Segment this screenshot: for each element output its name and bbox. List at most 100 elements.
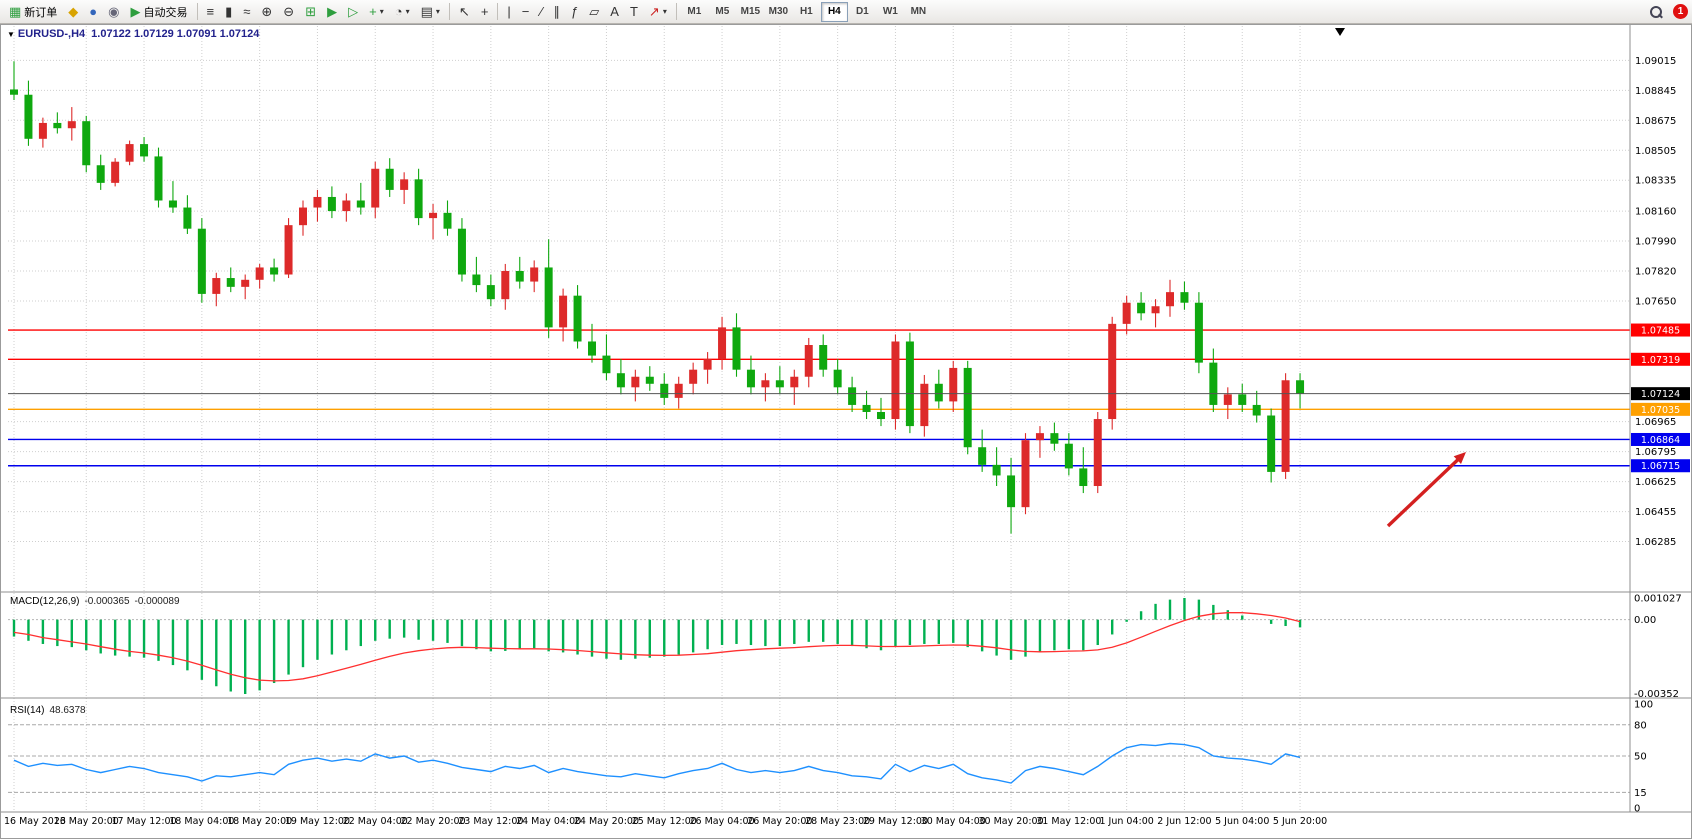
candle-body — [963, 367, 972, 448]
candle-body — [891, 341, 900, 420]
shapes-button[interactable]: ▱ — [584, 2, 604, 22]
candle-chart-button[interactable]: ▮ — [220, 2, 237, 22]
news-button[interactable]: ◉ — [103, 2, 124, 22]
svg-text:1.08335: 1.08335 — [1635, 176, 1676, 187]
text-button[interactable]: A — [605, 2, 624, 22]
timeframe-h1[interactable]: H1 — [793, 2, 820, 22]
candle-body — [472, 274, 481, 286]
bar-chart-button[interactable]: ≡ — [202, 2, 220, 22]
toolbar-separator — [448, 3, 450, 20]
arrow-annotation-head — [1453, 452, 1466, 464]
template-icon: ▤ — [420, 4, 433, 19]
trendline-button[interactable]: ∕ — [535, 2, 547, 22]
candle-body — [1021, 440, 1030, 508]
arrows-button[interactable]: ↗ ▾ — [644, 2, 672, 22]
text-label-button[interactable]: T — [625, 2, 643, 22]
arrow-annotation[interactable] — [1386, 454, 1463, 528]
candle-body — [920, 383, 929, 427]
timeframe-h4[interactable]: H4 — [820, 1, 848, 22]
tile-windows-button[interactable]: ⊞ — [300, 2, 321, 22]
svg-text:1.08160: 1.08160 — [1635, 207, 1676, 218]
candle-body — [689, 369, 698, 384]
timeframe-w1[interactable]: W1 — [877, 2, 904, 22]
new-order-button[interactable]: ▦ 新订单 — [4, 2, 62, 22]
candle-body — [212, 278, 221, 294]
timeframe-m15[interactable]: M15 — [737, 2, 764, 22]
search-button[interactable] — [1644, 2, 1668, 22]
candle-body — [270, 267, 279, 275]
current-price-badge — [1631, 387, 1690, 401]
svg-text:80: 80 — [1634, 720, 1647, 731]
candle-body — [284, 225, 293, 275]
price-badge-1.06864 — [1631, 432, 1690, 446]
svg-text:5 Jun 04:00: 5 Jun 04:00 — [1215, 816, 1269, 827]
candle-body — [327, 196, 336, 212]
timeframe-mn[interactable]: MN — [905, 2, 932, 22]
crosshair-button[interactable]: + — [476, 2, 494, 22]
svg-text:29 May 12:00: 29 May 12:00 — [863, 816, 928, 827]
toolbar-separator — [497, 3, 499, 20]
profile-icon: ● — [89, 4, 98, 19]
timeframe-d1[interactable]: D1 — [849, 2, 876, 22]
svg-text:16 May 20:00: 16 May 20:00 — [54, 816, 119, 827]
candle-body — [168, 200, 177, 208]
candle-body — [934, 383, 943, 402]
svg-text:1.07990: 1.07990 — [1635, 237, 1676, 248]
candle-body — [833, 369, 842, 388]
svg-text:5 Jun 20:00: 5 Jun 20:00 — [1273, 816, 1327, 827]
svg-text:24 May 04:00: 24 May 04:00 — [516, 816, 581, 827]
auto-scroll-button[interactable]: ▶ — [322, 2, 342, 22]
svg-text:18 May 20:00: 18 May 20:00 — [227, 816, 292, 827]
candle-body — [1238, 394, 1247, 405]
indicators-button[interactable]: + ▾ — [364, 2, 389, 22]
price-axis[interactable]: 1.09015 1.08845 1.08675 1.08505 1.08335 1.081… — [1635, 56, 1676, 548]
candle-body — [631, 376, 640, 388]
candle-body — [978, 447, 987, 465]
vertical-line-button[interactable]: | — [502, 2, 515, 22]
svg-text:0.001027: 0.001027 — [1634, 594, 1682, 605]
sound-button[interactable]: ◆ — [63, 2, 83, 22]
svg-text:0.00: 0.00 — [1634, 615, 1656, 626]
candle-body — [1194, 302, 1203, 363]
auto-trading-button[interactable]: ▶ 自动交易 — [126, 2, 193, 22]
candle-body — [674, 383, 683, 398]
svg-text:31 May 12:00: 31 May 12:00 — [1036, 816, 1101, 827]
trendline-icon: ∕ — [540, 4, 543, 19]
svg-text:1.08505: 1.08505 — [1635, 146, 1676, 157]
templates-button[interactable]: ▤ ▾ — [416, 2, 445, 22]
horizontal-line-button[interactable]: − — [517, 2, 535, 22]
candle-body — [10, 89, 18, 95]
cursor-icon: ↖ — [458, 4, 470, 19]
candle-body — [342, 200, 351, 212]
channel-button[interactable]: ∥ — [549, 2, 566, 22]
notification-badge[interactable]: 1 — [1673, 4, 1688, 19]
periods-button[interactable]: ◔ ▾ — [390, 2, 415, 22]
fibonacci-button[interactable]: ƒ — [566, 2, 583, 22]
cursor-button[interactable]: ↖ — [454, 2, 475, 22]
svg-text:25 May 12:00: 25 May 12:00 — [632, 816, 697, 827]
candle-body — [1050, 433, 1059, 444]
line-chart-button[interactable]: ≈ — [238, 2, 255, 22]
candle-body — [530, 267, 539, 282]
chart-shift-button[interactable]: ▷ — [343, 2, 363, 22]
timeframe-m30[interactable]: M30 — [765, 2, 792, 22]
timeframe-m5[interactable]: M5 — [709, 2, 736, 22]
chart-canvas[interactable]: 1.09015 1.08845 1.08675 1.08505 1.08335 1.081… — [0, 24, 1692, 840]
candle-body — [616, 373, 625, 388]
sound-icon: ◆ — [68, 4, 79, 19]
candle-body — [645, 376, 654, 384]
profile-button[interactable]: ● — [84, 2, 102, 22]
arrow-object-icon: ↗ — [648, 4, 660, 19]
chevron-down-icon: ▾ — [435, 7, 440, 16]
channel-icon: ∥ — [553, 4, 561, 19]
chart-window[interactable]: 1.09015 1.08845 1.08675 1.08505 1.08335 1.081… — [0, 24, 1692, 840]
timeframe-m1[interactable]: M1 — [681, 2, 708, 22]
zoom-in-button[interactable]: ⊕ — [256, 2, 277, 22]
svg-text:1.07124: 1.07124 — [1641, 389, 1680, 400]
new-order-icon: ▦ — [9, 4, 22, 19]
zoom-out-button[interactable]: ⊖ — [278, 2, 299, 22]
chevron-down-icon: ▾ — [405, 7, 410, 16]
